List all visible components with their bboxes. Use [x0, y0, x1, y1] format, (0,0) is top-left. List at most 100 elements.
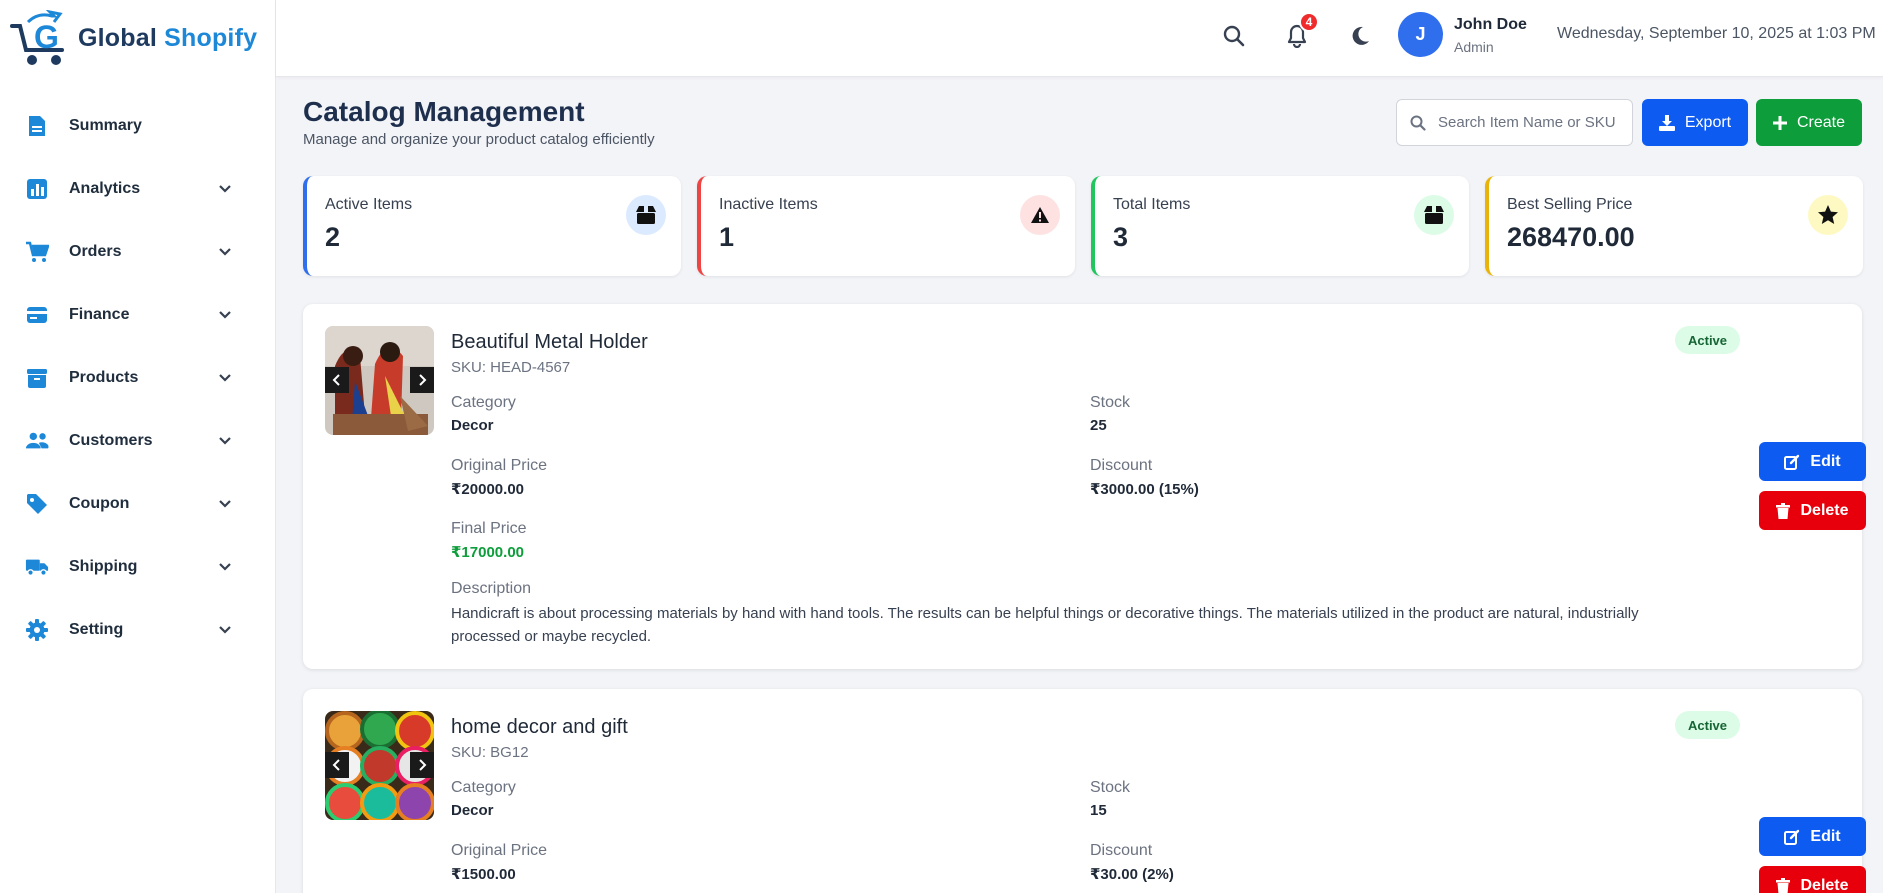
chevron-right-icon — [419, 374, 427, 386]
search-icon[interactable] — [1220, 22, 1248, 50]
sidebar-item-coupon[interactable]: Coupon — [0, 472, 275, 535]
search-input[interactable] — [1438, 114, 1623, 131]
chevron-left-icon — [332, 374, 340, 386]
topbar: 4 J John Doe Admin Wednesday, September … — [276, 0, 1883, 77]
product-image-carousel[interactable] — [325, 711, 434, 820]
warning-icon — [1020, 195, 1060, 235]
create-label: Create — [1796, 113, 1846, 131]
chevron-down-icon[interactable] — [215, 431, 235, 451]
carousel-next-button[interactable] — [410, 752, 434, 778]
brand-name: Global Shopify — [78, 24, 257, 53]
chevron-down-icon[interactable] — [215, 557, 235, 577]
sidebar-item-label: Products — [69, 368, 139, 386]
chevron-down-icon[interactable] — [215, 305, 235, 325]
category-value: Decor — [451, 417, 494, 434]
sidebar-item-customers[interactable]: Customers — [0, 409, 275, 472]
edit-label: Edit — [1810, 452, 1841, 470]
brand-name-part2: Shopify — [164, 24, 258, 52]
stat-value: 2 — [325, 222, 341, 252]
brand-logo[interactable]: G Global Shopify — [0, 0, 275, 77]
create-button[interactable]: Create — [1756, 99, 1862, 146]
sidebar-item-finance[interactable]: Finance — [0, 283, 275, 346]
star-icon — [1808, 195, 1848, 235]
carousel-prev-button[interactable] — [325, 752, 349, 778]
delete-button[interactable]: Delete — [1759, 491, 1866, 530]
user-name[interactable]: John Doe — [1454, 16, 1527, 33]
stat-card-best-selling-price: Best Selling Price 268470.00 — [1485, 176, 1863, 276]
sidebar-item-label: Finance — [69, 305, 130, 323]
search-field[interactable] — [1396, 99, 1633, 146]
delete-label: Delete — [1800, 501, 1849, 519]
box-icon — [1414, 195, 1454, 235]
chevron-down-icon[interactable] — [215, 179, 235, 199]
dark-mode-moon-icon[interactable] — [1346, 22, 1374, 50]
catalog-item-card: home decor and gift SKU: BG12 Category D… — [303, 689, 1866, 893]
stat-card-active-items: Active Items 2 — [303, 176, 681, 276]
tag-icon — [25, 492, 49, 516]
item-name: Beautiful Metal Holder — [451, 331, 648, 353]
stat-label: Inactive Items — [719, 196, 818, 213]
notification-count-badge: 4 — [1299, 12, 1319, 32]
delete-button[interactable]: Delete — [1759, 866, 1866, 893]
original-price-label: Original Price — [451, 842, 548, 859]
sidebar-nav: Summary Analytics Orders Finance — [0, 94, 275, 661]
chevron-left-icon — [332, 759, 340, 771]
item-sku: SKU: BG12 — [451, 744, 529, 761]
sidebar-item-orders[interactable]: Orders — [0, 220, 275, 283]
category-value: Decor — [451, 802, 494, 819]
edit-icon — [1784, 829, 1800, 845]
edit-button[interactable]: Edit — [1759, 442, 1866, 481]
stock-label: Stock — [1090, 779, 1131, 796]
product-image-carousel[interactable] — [325, 326, 434, 435]
chevron-down-icon[interactable] — [215, 368, 235, 388]
sidebar-item-label: Analytics — [69, 179, 141, 197]
sidebar-item-label: Shipping — [69, 557, 138, 575]
sidebar-item-label: Coupon — [69, 494, 130, 512]
description-text: Handicraft is about processing materials… — [451, 605, 1639, 645]
stock-value: 25 — [1090, 417, 1107, 434]
category-label: Category — [451, 394, 516, 411]
carousel-next-button[interactable] — [410, 367, 434, 393]
stock-value: 15 — [1090, 802, 1107, 819]
trash-icon — [1776, 877, 1791, 893]
status-badge: Active — [1675, 326, 1741, 354]
chevron-down-icon[interactable] — [215, 242, 235, 262]
page-title: Catalog Management — [303, 96, 585, 127]
chevron-down-icon[interactable] — [215, 620, 235, 640]
stock-label: Stock — [1090, 394, 1131, 411]
main-content: Catalog Management Manage and organize y… — [276, 77, 1883, 893]
gear-icon — [25, 618, 49, 642]
edit-icon — [1784, 454, 1800, 470]
sidebar-item-label: Setting — [69, 620, 124, 638]
export-label: Export — [1684, 113, 1732, 131]
stat-label: Total Items — [1113, 196, 1191, 213]
sidebar-item-shipping[interactable]: Shipping — [0, 535, 275, 598]
box-icon — [626, 195, 666, 235]
sidebar-item-label: Customers — [69, 431, 153, 449]
catalog-item-card: Beautiful Metal Holder SKU: HEAD-4567 Ca… — [303, 304, 1866, 669]
page-subtitle: Manage and organize your product catalog… — [303, 131, 655, 148]
export-button[interactable]: Export — [1642, 99, 1748, 146]
sidebar-item-setting[interactable]: Setting — [0, 598, 275, 661]
carousel-prev-button[interactable] — [325, 367, 349, 393]
edit-button[interactable]: Edit — [1759, 817, 1866, 856]
discount-value: ₹3000.00 (15%) — [1090, 481, 1199, 498]
download-icon — [1658, 114, 1675, 131]
sidebar: G Global Shopify Summary Analytics Order — [0, 0, 276, 893]
cart-icon — [25, 240, 49, 264]
sidebar-item-summary[interactable]: Summary — [0, 94, 275, 157]
truck-icon — [25, 555, 49, 579]
sidebar-item-label: Summary — [69, 116, 142, 134]
chevron-down-icon[interactable] — [215, 494, 235, 514]
product-image — [325, 326, 434, 435]
item-sku: SKU: HEAD-4567 — [451, 359, 571, 376]
stat-label: Active Items — [325, 196, 413, 213]
notification-bell-icon[interactable]: 4 — [1283, 12, 1319, 50]
trash-icon — [1776, 502, 1791, 519]
final-price-label: Final Price — [451, 520, 527, 537]
avatar[interactable]: J — [1398, 12, 1443, 57]
stat-card-inactive-items: Inactive Items 1 — [697, 176, 1075, 276]
svg-text:G: G — [34, 19, 59, 55]
sidebar-item-products[interactable]: Products — [0, 346, 275, 409]
sidebar-item-analytics[interactable]: Analytics — [0, 157, 275, 220]
